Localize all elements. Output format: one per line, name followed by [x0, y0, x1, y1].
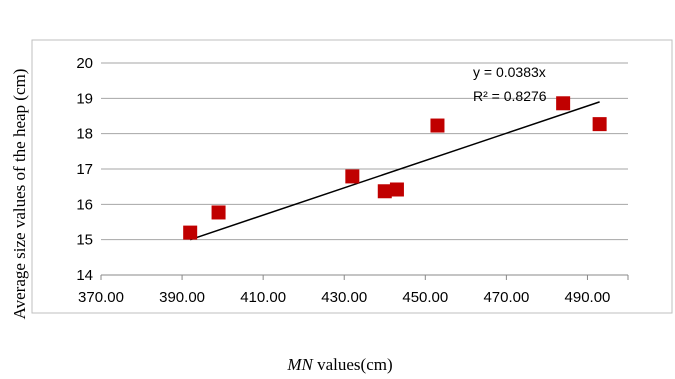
x-axis-label: MN values(cm) — [286, 355, 392, 374]
x-axis-label-rest: values(cm) — [313, 355, 393, 374]
x-tick-labels: 370.00 390.00 410.00 430.00 450.00 470.00 490.… — [78, 289, 610, 306]
data-point-4 — [389, 182, 404, 197]
y-tick-label: 15 — [76, 232, 93, 249]
x-tick-label: 370.00 — [78, 289, 124, 306]
data-point-6 — [556, 96, 571, 111]
y-tick-label: 14 — [76, 267, 93, 284]
x-tick-label: 450.00 — [402, 289, 448, 306]
grid-lines — [100, 62, 629, 280]
trendline — [189, 101, 600, 241]
y-axis-label: Average size values of the heap (cm) — [10, 69, 29, 320]
r-squared-label: R² = 0.8276 — [473, 88, 547, 104]
y-tick-label: 17 — [76, 161, 93, 178]
x-axis-label-italic: MN — [286, 355, 314, 374]
data-point-3 — [377, 184, 392, 199]
data-point-7 — [592, 117, 607, 132]
data-point-5 — [430, 118, 445, 133]
data-points — [183, 96, 607, 240]
x-tick-label: 490.00 — [565, 289, 611, 306]
chart-border — [31, 39, 673, 314]
data-point-2 — [345, 169, 360, 184]
y-tick-label: 16 — [76, 196, 93, 213]
y-tick-label: 18 — [76, 126, 93, 143]
y-tick-label: 19 — [76, 90, 93, 107]
data-point-1 — [211, 205, 226, 220]
x-tick-label: 470.00 — [483, 289, 529, 306]
trendline-equation: y = 0.0383x — [473, 64, 546, 80]
x-tick-label: 430.00 — [321, 289, 367, 306]
x-tick-label: 390.00 — [159, 289, 205, 306]
data-point-0 — [183, 225, 198, 240]
y-tick-labels: 14 15 16 17 18 19 20 — [76, 55, 93, 284]
x-tick-label: 410.00 — [240, 289, 286, 306]
y-tick-label: 20 — [76, 55, 93, 72]
